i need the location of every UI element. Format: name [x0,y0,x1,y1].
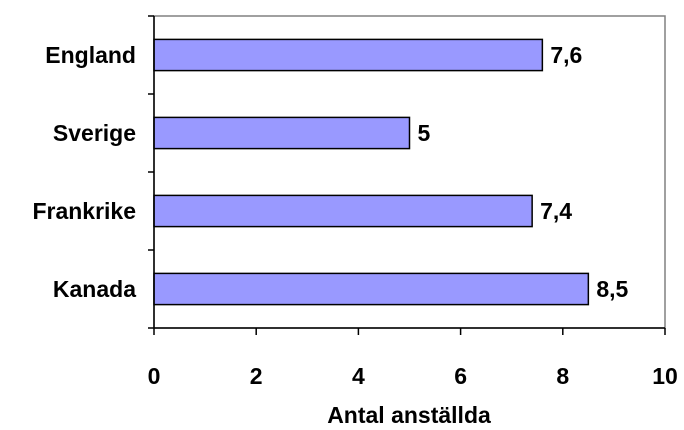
category-label-england: England [45,42,136,68]
category-label-kanada: Kanada [53,276,136,302]
x-tick-label: 2 [250,363,263,389]
bar-kanada [153,272,590,306]
category-label-sverige: Sverige [53,120,136,146]
x-tick-label: 8 [556,363,569,389]
bars [153,38,590,306]
bar-sverige [153,116,411,150]
x-tick-label: 6 [454,363,467,389]
data-label-england: 7,6 [550,42,582,68]
x-tick-label: 0 [148,363,161,389]
axes [148,15,666,335]
data-label-sverige: 5 [418,120,431,146]
category-label-frankrike: Frankrike [32,198,136,224]
x-tick-label: 10 [652,363,678,389]
labels: England 7,6 Sverige 5 Frankrike 7,4 Kanada 8,5 0… [32,42,677,389]
bar-england [153,38,544,72]
x-axis-title: Antal anställda [327,402,491,428]
data-label-frankrike: 7,4 [540,198,572,224]
bar-frankrike [153,194,533,228]
x-tick-label: 4 [352,363,365,389]
data-label-kanada: 8,5 [596,276,628,302]
